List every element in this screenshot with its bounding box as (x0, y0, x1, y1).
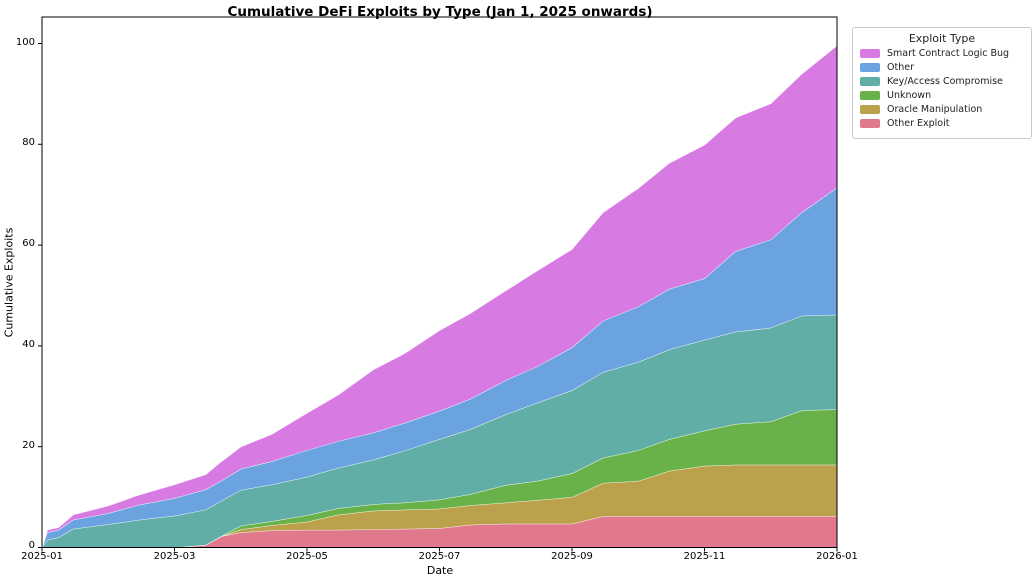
y-tick-label: 20 (22, 440, 35, 451)
y-axis-label: Cumulative Exploits (2, 227, 16, 338)
legend-label: Oracle Manipulation (887, 104, 983, 115)
x-tick-label: 2025-07 (418, 551, 461, 562)
legend-swatch-smart-contract-logic-bug (860, 49, 880, 58)
legend-item: Key/Access Compromise (860, 76, 1024, 87)
legend-title: Exploit Type (908, 32, 976, 45)
y-tick-label: 60 (22, 238, 35, 249)
x-tick-label: 2025-09 (551, 551, 593, 562)
legend-label: Other Exploit (887, 118, 950, 129)
legend-swatch-other-exploit (860, 119, 880, 128)
y-tick-label: 0 (28, 540, 35, 551)
legend-item: Unknown (860, 90, 1024, 101)
chart-title: Cumulative DeFi Exploits by Type (Jan 1,… (227, 4, 653, 20)
legend-label: Key/Access Compromise (887, 76, 1003, 87)
legend-swatch-unknown (860, 91, 880, 100)
x-tick-label: 2026-01 (816, 551, 858, 562)
legend-item: Smart Contract Logic Bug (860, 48, 1024, 59)
x-tick-label: 2025-01 (21, 551, 63, 562)
x-tick-label: 2025-11 (683, 551, 726, 562)
y-tick-label: 80 (22, 137, 35, 148)
legend: Exploit Type Smart Contract Logic Bug Ot… (852, 27, 1032, 139)
legend-swatch-key-access-compromise (860, 77, 880, 86)
legend-label: Other (887, 62, 914, 73)
legend-label: Smart Contract Logic Bug (887, 48, 1010, 59)
legend-label: Unknown (887, 90, 932, 101)
x-tick-label: 2025-03 (153, 551, 196, 562)
y-tick-label: 100 (15, 37, 35, 48)
y-tick-label: 40 (22, 339, 35, 350)
x-axis-label: Date (426, 564, 454, 577)
legend-item: Other (860, 62, 1024, 73)
legend-swatch-oracle-manipulation (860, 105, 880, 114)
legend-item: Oracle Manipulation (860, 104, 1024, 115)
legend-item: Other Exploit (860, 118, 1024, 129)
legend-swatch-other (860, 63, 880, 72)
x-tick-label: 2025-05 (286, 551, 328, 562)
